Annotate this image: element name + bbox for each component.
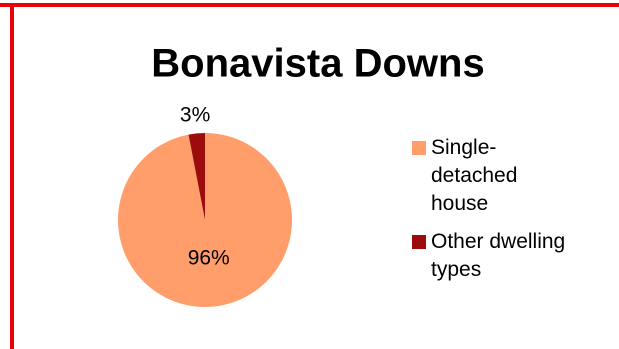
frame-left <box>10 3 14 349</box>
legend-item: Other dwelling types <box>412 228 582 284</box>
data-label: 3% <box>180 104 210 127</box>
legend: Single-detached house Other dwelling type… <box>412 134 582 294</box>
legend-item: Single-detached house <box>412 134 582 218</box>
chart-title: Bonavista Downs <box>151 42 484 86</box>
frame-top <box>0 3 619 7</box>
legend-swatch <box>412 235 426 249</box>
legend-label: Other dwelling types <box>431 230 566 281</box>
legend-swatch <box>412 141 426 155</box>
legend-label: Single-detached house <box>431 136 518 215</box>
pie-slice <box>118 133 292 308</box>
data-label: 96% <box>188 247 230 270</box>
pie-slice <box>188 133 205 220</box>
